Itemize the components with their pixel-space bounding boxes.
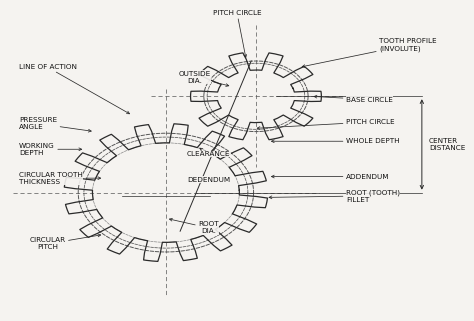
Text: ROOT
DIA.: ROOT DIA. — [169, 218, 219, 234]
Text: WORKING
DEPTH: WORKING DEPTH — [19, 143, 82, 156]
Text: ADDENDUM: ADDENDUM — [272, 174, 390, 179]
Text: CIRCULAR TOOTH
THICKNESS: CIRCULAR TOOTH THICKNESS — [19, 172, 100, 185]
Text: OUTSIDE
DIA.: OUTSIDE DIA. — [178, 71, 229, 86]
Text: PRESSURE
ANGLE: PRESSURE ANGLE — [19, 117, 91, 132]
Text: CIRCULAR
PITCH: CIRCULAR PITCH — [29, 234, 100, 250]
Text: BASE CIRCLE: BASE CIRCLE — [314, 95, 393, 102]
Text: WHOLE DEPTH: WHOLE DEPTH — [272, 138, 400, 144]
Text: CENTER
DISTANCE: CENTER DISTANCE — [429, 138, 465, 151]
Text: PITCH CIRCLE: PITCH CIRCLE — [213, 10, 261, 57]
Text: LINE OF ACTION: LINE OF ACTION — [19, 65, 129, 114]
Text: DEDENDUM: DEDENDUM — [187, 177, 230, 183]
Text: TOOTH PROFILE
(INVOLUTE): TOOTH PROFILE (INVOLUTE) — [302, 38, 437, 67]
Text: CLEARANCE: CLEARANCE — [187, 148, 230, 157]
Text: PITCH CIRCLE: PITCH CIRCLE — [257, 119, 395, 129]
Text: ROOT (TOOTH)
FILLET: ROOT (TOOTH) FILLET — [269, 189, 400, 203]
